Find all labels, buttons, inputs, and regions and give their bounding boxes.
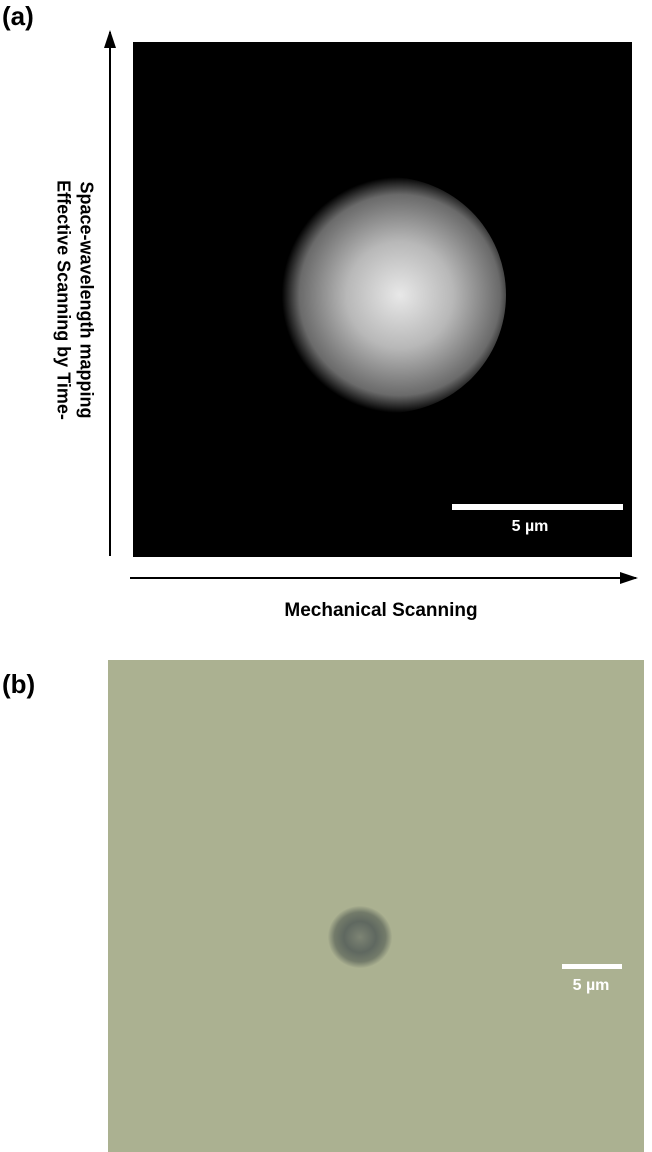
panel-label: (a) <box>2 1 34 31</box>
y-axis-label: Space-wavelength mapping <box>76 181 96 418</box>
y-axis-label: Effective Scanning by Time- <box>53 180 73 420</box>
panel-label: (b) <box>2 669 35 699</box>
x-axis-label: Mechanical Scanning <box>284 600 477 621</box>
image-b <box>108 660 644 1152</box>
scale-label: 5 µm <box>512 518 549 535</box>
cell-image <box>270 177 506 413</box>
figure: (a) Effective Scanning by Time- Space-wa… <box>0 0 652 1152</box>
scale-label: 5 µm <box>573 977 610 994</box>
page: (a) Effective Scanning by Time- Space-wa… <box>0 0 652 1152</box>
scale-bar <box>452 504 623 510</box>
scale-bar <box>562 964 622 969</box>
cell-image <box>328 906 392 968</box>
